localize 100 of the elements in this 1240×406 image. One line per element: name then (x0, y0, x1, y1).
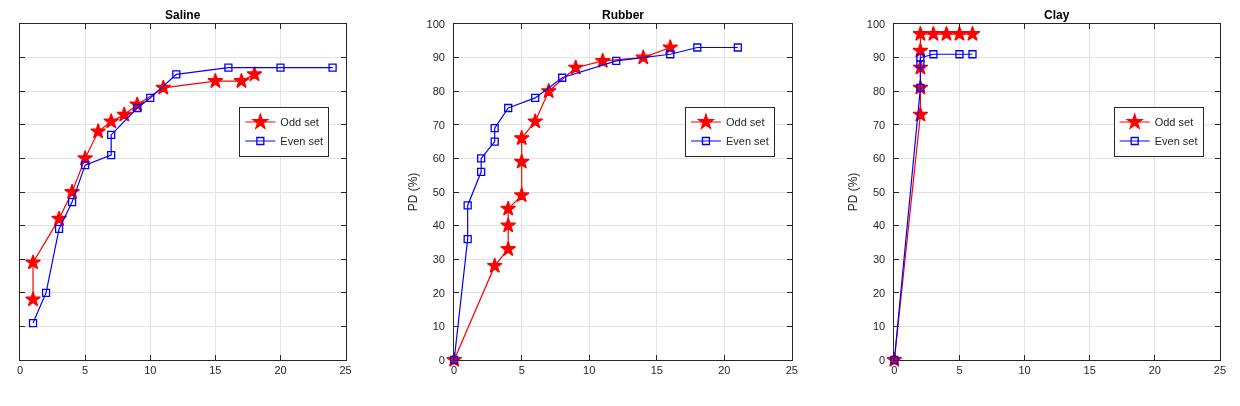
y-tick-label: 70 (432, 118, 445, 131)
chart-title: Clay (1044, 8, 1070, 22)
y-tick-label: 50 (432, 185, 445, 198)
y-tick-label: 20 (432, 286, 445, 299)
y-tick-label: 40 (432, 219, 445, 232)
point (951, 25, 968, 41)
x-tick-label: 0 (16, 364, 24, 377)
point (513, 187, 530, 203)
x-tick-label: 10 (144, 364, 157, 377)
point (107, 130, 116, 140)
y-tick-label: 60 (432, 152, 445, 165)
point (486, 257, 503, 273)
y-tick-label: 80 (872, 85, 886, 98)
point (527, 113, 544, 129)
point (233, 72, 250, 88)
point (328, 63, 337, 72)
y-tick-label: 90 (432, 51, 445, 64)
y-tick-label: 10 (432, 320, 445, 333)
x-tick-label: 15 (1083, 364, 1096, 377)
point (558, 73, 567, 82)
point (224, 63, 233, 72)
point (666, 50, 675, 59)
point (504, 103, 513, 113)
point (612, 56, 621, 66)
y-tick-label: 40 (872, 219, 886, 232)
y-tick-label: 10 (872, 320, 886, 333)
y-tick-label: 0 (879, 353, 886, 366)
point (929, 50, 938, 59)
legend-label: Even set (725, 135, 769, 148)
point (513, 153, 530, 169)
y-tick-label: 70 (872, 118, 886, 131)
point (146, 93, 155, 103)
y-axis-title: PD (%) (846, 172, 861, 212)
x-tick-label: 20 (1148, 364, 1161, 377)
legend-label: Odd set (1154, 116, 1194, 129)
point (246, 66, 263, 82)
point (477, 154, 486, 163)
point (968, 50, 977, 59)
point (490, 124, 499, 133)
point (28, 318, 38, 328)
point (955, 50, 964, 59)
point (916, 53, 925, 62)
point (41, 288, 51, 297)
x-tick-label: 0 (451, 364, 458, 377)
point (513, 129, 530, 146)
point (25, 291, 41, 307)
point (107, 150, 116, 160)
point (693, 43, 702, 52)
x-tick-label: 20 (718, 364, 731, 377)
point (172, 70, 181, 79)
x-tick-label: 5 (956, 364, 963, 377)
x-tick-label: 10 (1018, 364, 1031, 377)
legend-label: Odd set (725, 116, 765, 129)
point (500, 217, 517, 233)
legend-label: Even set (280, 135, 324, 148)
point (54, 224, 64, 234)
point (116, 106, 133, 122)
point (938, 25, 955, 41)
y-tick-label: 30 (872, 253, 886, 266)
x-tick-label: 10 (583, 364, 596, 377)
y-tick-label: 50 (872, 185, 886, 198)
y-tick-label: 0 (438, 353, 445, 366)
point (733, 43, 742, 52)
point (463, 201, 472, 210)
y-tick-label: 30 (432, 253, 445, 266)
y-axis-title: PD (%) (405, 172, 420, 212)
point (500, 200, 517, 216)
x-tick-label: 5 (518, 364, 525, 377)
y-tick-label: 80 (432, 85, 445, 98)
y-tick-label: 100 (866, 17, 886, 30)
point (25, 254, 41, 270)
y-tick-label: 100 (426, 17, 445, 30)
point (500, 240, 517, 256)
point (103, 113, 120, 129)
point (80, 160, 90, 170)
point (90, 123, 107, 139)
point (67, 197, 77, 207)
x-tick-label: 15 (650, 364, 663, 377)
point (276, 63, 285, 72)
y-tick-label: 20 (872, 286, 886, 299)
legend-label: Odd set (280, 116, 319, 129)
point (925, 25, 942, 41)
point (912, 25, 929, 41)
point (531, 93, 540, 103)
y-tick-label: 90 (872, 51, 886, 64)
point (477, 167, 486, 176)
point (490, 137, 499, 146)
x-tick-label: 0 (891, 364, 898, 377)
x-tick-label: 5 (82, 364, 89, 377)
chart-title: Rubber (602, 8, 645, 22)
x-tick-label: 20 (274, 364, 287, 377)
point (463, 234, 472, 244)
point (567, 59, 584, 75)
legend-label: Even set (1154, 135, 1198, 148)
point (964, 25, 981, 41)
x-tick-label: 15 (209, 364, 222, 377)
x-tick-label: 25 (1213, 364, 1227, 377)
y-tick-label: 60 (872, 152, 886, 165)
chart-title: Saline (165, 8, 201, 22)
x-tick-label: 25 (785, 364, 798, 377)
